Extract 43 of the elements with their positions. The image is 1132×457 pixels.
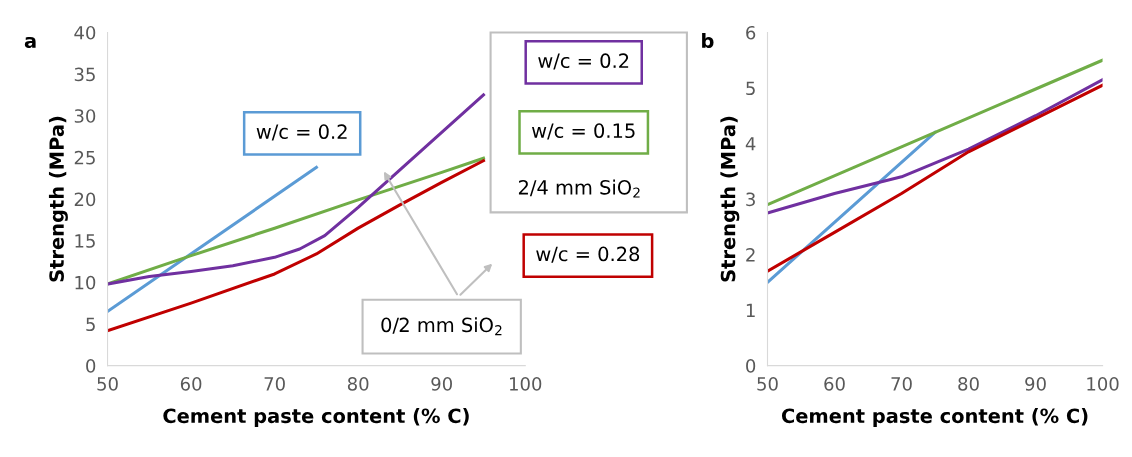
y-axis-title: Strength (MPa) (720, 116, 740, 282)
x-tick-label: 80 (347, 377, 369, 391)
line-series (107, 93, 486, 286)
text: w/c = 0.15 (532, 123, 635, 140)
x-tick-label: 100 (1087, 377, 1119, 391)
y-tick-label: 4 (745, 137, 756, 151)
y-tick-label: 15 (75, 234, 95, 248)
text: w/c = 0.28 (536, 246, 640, 263)
y-tick-label: 2 (746, 248, 755, 262)
annotation: 0/2 mm SiO$_{2}$ (381, 317, 502, 336)
y-tick-label: 35 (74, 67, 95, 82)
y-tick-label: 3 (746, 192, 755, 207)
line-series (767, 83, 1103, 273)
x-tick-label: 50 (97, 377, 118, 391)
x-tick-label: 70 (891, 377, 912, 391)
y-axis-title: Strength (MPa) (48, 116, 68, 282)
annotation: 2/4 mm SiO$_{2}$ (518, 179, 640, 198)
y-tick-label: 30 (74, 109, 96, 123)
chart-title: b (702, 33, 714, 49)
series-label: w/c = 0.2 (256, 124, 347, 141)
x-tick-label: 100 (510, 377, 542, 391)
text: w/c = 0.2 (538, 53, 629, 70)
y-tick-label: 0 (746, 359, 756, 373)
x-tick-label: 60 (180, 377, 202, 391)
y-tick-label: 20 (74, 192, 96, 207)
chart-title: a (24, 36, 36, 49)
y-tick-label: 0 (86, 359, 96, 373)
y-tick-label: 6 (746, 25, 756, 40)
x-tick-label: 70 (264, 377, 285, 391)
y-tick-label: 10 (75, 275, 96, 290)
y-tick-label: 1 (746, 303, 755, 317)
x-axis-title: Cement paste content (% C) (163, 408, 469, 427)
y-tick-label: 5 (86, 317, 95, 332)
y-tick-label: 25 (74, 150, 95, 165)
x-tick-label: 90 (1025, 377, 1046, 391)
x-tick-label: 80 (958, 377, 979, 391)
x-tick-label: 90 (431, 377, 452, 391)
x-axis-title: Cement paste content (% C) (781, 408, 1088, 427)
x-tick-label: 50 (757, 377, 778, 391)
x-tick-label: 60 (824, 377, 845, 391)
y-tick-label: 40 (74, 25, 96, 40)
line-series (767, 78, 1103, 215)
y-tick-label: 5 (746, 81, 755, 96)
